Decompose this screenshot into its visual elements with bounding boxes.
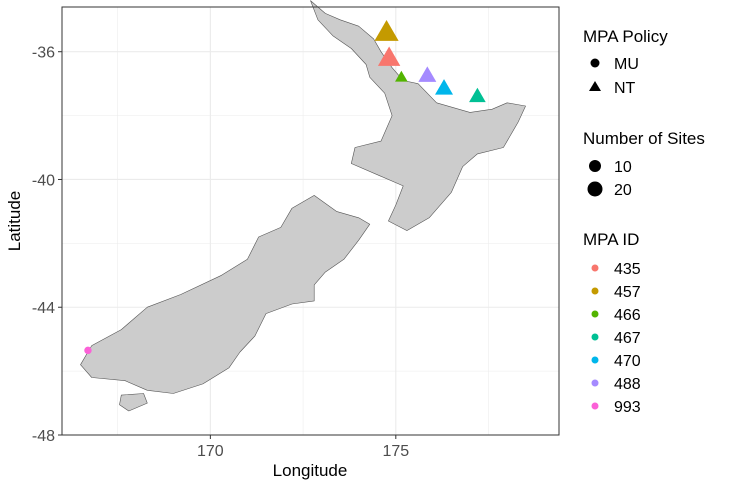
legend-mpa-435-symbol [591, 264, 599, 272]
legend-sites-10-label: 10 [614, 159, 632, 176]
legend-policy-nt-symbol [589, 81, 601, 91]
legend-mpa-466-label: 466 [614, 307, 641, 324]
legend-policy-mu-label: MU [614, 56, 639, 73]
x-tick-label: 175 [382, 443, 409, 460]
stewart-island-shape [119, 393, 148, 412]
legend-policy-mu-symbol [590, 58, 600, 68]
land-polygons [80, 0, 526, 412]
legend-mpa-466-symbol [591, 310, 599, 318]
mpa-point-470 [435, 79, 454, 95]
legend-mpa-title: MPA ID [583, 230, 639, 249]
legend-mpa-993-symbol [591, 402, 599, 410]
mpa-point-457 [374, 20, 399, 41]
y-tick-label: -40 [32, 172, 55, 189]
legend-policy-nt-label: NT [614, 80, 636, 97]
y-tick-label: -36 [32, 45, 55, 62]
legend-sites-10-symbol [589, 160, 601, 172]
legend-mpa-488-label: 488 [614, 376, 641, 393]
legend-mpa-457-label: 457 [614, 284, 641, 301]
x-axis-title: Longitude [273, 461, 348, 480]
legend-sites-title: Number of Sites [583, 129, 705, 148]
legend-mpa-488-symbol [591, 379, 599, 387]
mpa-point-467 [469, 87, 486, 103]
south-island-shape [80, 195, 371, 394]
legend-mpa-435-label: 435 [614, 261, 641, 278]
mpa-point-466 [395, 70, 408, 82]
panel-border [61, 6, 560, 436]
data-points [84, 20, 486, 355]
legend-sites-20-label: 20 [614, 182, 632, 199]
legend-policy-title: MPA Policy [583, 27, 668, 46]
y-axis-title: Latitude [5, 191, 24, 252]
y-tick-label: -48 [32, 428, 55, 445]
y-tick-label: -44 [32, 300, 55, 317]
legend-mpa-993-label: 993 [614, 399, 641, 416]
legend-mpa-457-symbol [591, 287, 599, 295]
legend-mpa-470-label: 470 [614, 353, 641, 370]
x-tick-label: 170 [197, 443, 224, 460]
legend-sites-20-symbol [587, 181, 603, 197]
legend-mpa-467-label: 467 [614, 330, 641, 347]
legend-mpa-470-symbol [591, 356, 599, 364]
legend-mpa-entries: 435 457 466 467 470 488 993 [591, 261, 641, 416]
mpa-point-488 [418, 66, 437, 82]
legend-mpa-467-symbol [591, 333, 599, 341]
axis-ticks: 170 175 -48 -44 -40 -36 [32, 45, 409, 460]
mpa-point-435 [377, 46, 401, 66]
mpa-point-993 [84, 346, 92, 355]
